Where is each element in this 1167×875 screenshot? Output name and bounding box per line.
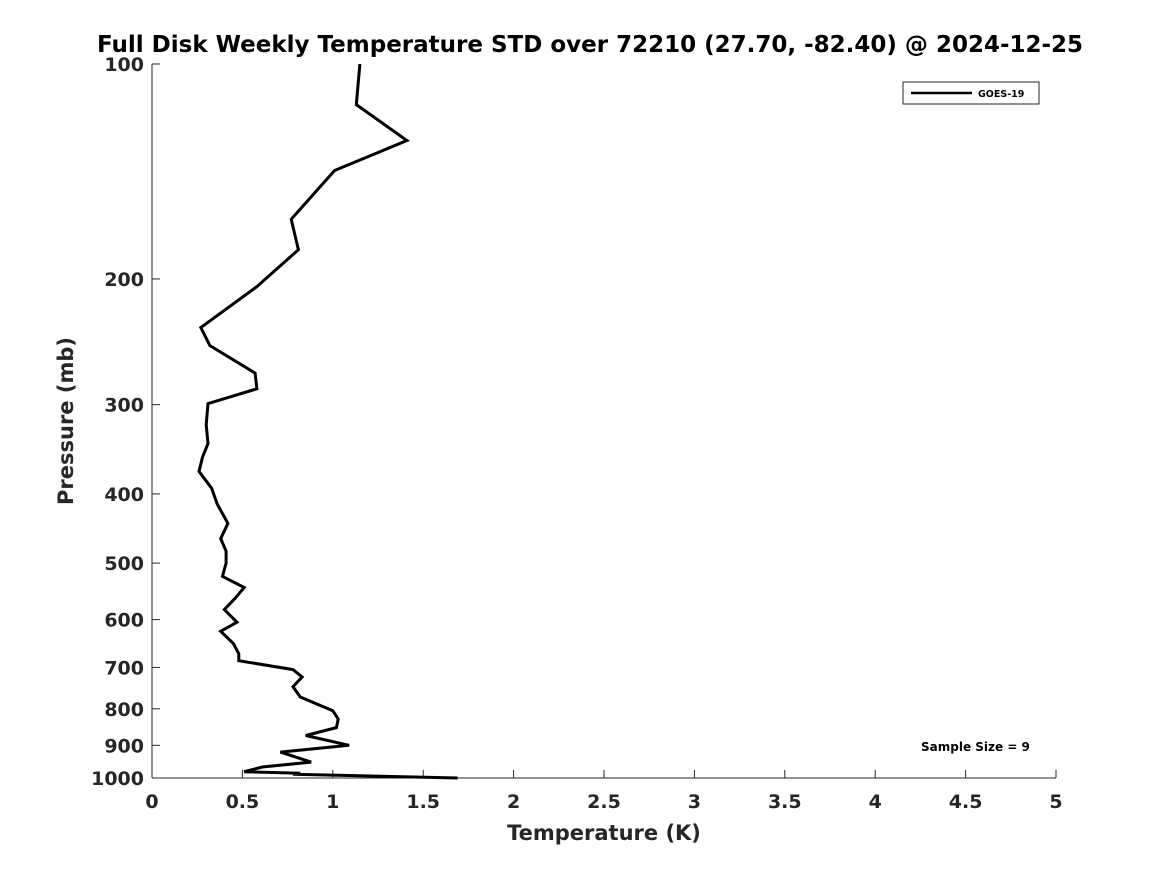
y-axis-ticks: 100 200 300 400 500 600 700 800 900 1000 — [91, 54, 160, 790]
y-tick-label: 600 — [104, 610, 144, 632]
x-tick-label: 1 — [326, 791, 339, 813]
legend-label-goes-19: GOES-19 — [978, 89, 1024, 100]
chart-title: Full Disk Weekly Temperature STD over 72… — [97, 32, 1083, 58]
y-tick-label: 800 — [104, 699, 144, 721]
x-axis-label: Temperature (K) — [507, 821, 701, 845]
x-tick-label: 4.5 — [949, 791, 983, 813]
x-tick-label: 0 — [145, 791, 158, 813]
x-tick-label: 5 — [1049, 791, 1062, 813]
y-tick-label: 100 — [104, 54, 144, 76]
y-tick-label: 1000 — [91, 768, 144, 790]
x-axis-ticks: 0 0.5 1 1.5 2 2.5 3 3.5 4 4.5 5 — [145, 770, 1063, 813]
y-tick-label: 300 — [104, 395, 144, 417]
y-tick-label: 700 — [104, 657, 144, 679]
x-tick-label: 2.5 — [587, 791, 621, 813]
x-tick-label: 2 — [507, 791, 520, 813]
series-group — [197, 63, 458, 780]
sample-size-annotation: Sample Size = 9 — [921, 740, 1030, 754]
x-tick-label: 0.5 — [226, 791, 260, 813]
y-tick-label: 500 — [104, 553, 144, 575]
x-tick-label: 3.5 — [768, 791, 802, 813]
x-tick-label: 4 — [869, 791, 882, 813]
x-tick-label: 3 — [688, 791, 701, 813]
y-axis-label: Pressure (mb) — [54, 337, 78, 505]
x-tick-label: 1.5 — [406, 791, 440, 813]
y-tick-label: 400 — [104, 484, 144, 506]
y-tick-label: 200 — [104, 269, 144, 291]
y-tick-label: 900 — [104, 735, 144, 757]
legend: GOES-19 — [902, 81, 1040, 105]
series-line-goes-19 — [197, 63, 458, 780]
